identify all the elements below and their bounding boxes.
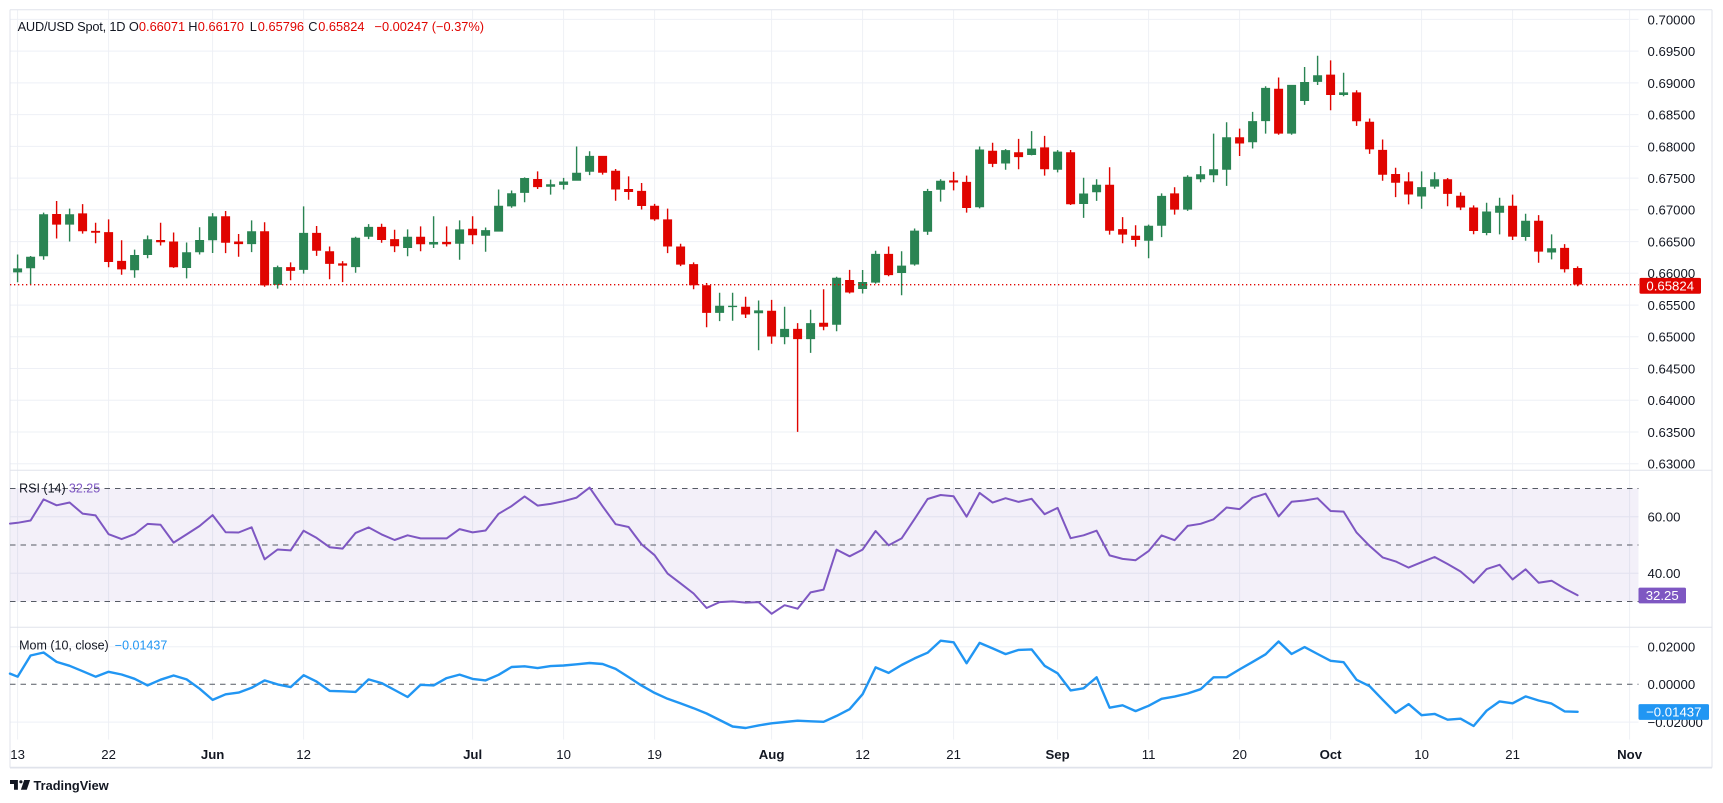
svg-text:0.66071: 0.66071 (139, 19, 185, 34)
svg-text:0.64500: 0.64500 (1648, 361, 1696, 376)
svg-text:0.68500: 0.68500 (1648, 108, 1696, 123)
svg-text:12: 12 (855, 747, 870, 762)
svg-text:32.25: 32.25 (1646, 588, 1679, 603)
svg-text:10: 10 (1414, 747, 1429, 762)
svg-text:0.66500: 0.66500 (1648, 235, 1696, 250)
svg-text:0.65000: 0.65000 (1648, 330, 1696, 345)
svg-text:Nov: Nov (1617, 747, 1643, 762)
svg-text:0.00000: 0.00000 (1648, 677, 1696, 692)
svg-text:Oct: Oct (1320, 747, 1343, 762)
svg-text:0.65824: 0.65824 (318, 19, 364, 34)
svg-text:−0.01437: −0.01437 (1646, 705, 1701, 720)
svg-text:13: 13 (10, 747, 25, 762)
svg-text:−0.00247 (−0.37%): −0.00247 (−0.37%) (375, 19, 485, 34)
svg-text:21: 21 (946, 747, 961, 762)
svg-text:32.25: 32.25 (69, 482, 100, 496)
svg-text:22: 22 (101, 747, 116, 762)
svg-text:−0.01437: −0.01437 (115, 638, 168, 652)
svg-text:0.69000: 0.69000 (1648, 76, 1696, 91)
svg-text:Mom (10, close): Mom (10, close) (19, 638, 109, 652)
svg-text:TradingView: TradingView (34, 778, 109, 793)
svg-text:Sep: Sep (1046, 747, 1070, 762)
svg-text:0.66170: 0.66170 (198, 19, 244, 34)
svg-text:0.65824: 0.65824 (1646, 278, 1694, 293)
svg-text:H: H (188, 19, 197, 34)
svg-text:0.67000: 0.67000 (1648, 203, 1696, 218)
svg-text:L: L (250, 19, 257, 34)
svg-text:60.00: 60.00 (1648, 510, 1681, 525)
svg-text:20: 20 (1232, 747, 1247, 762)
svg-text:0.63000: 0.63000 (1648, 457, 1696, 472)
svg-text:AUD/USD Spot, 1D: AUD/USD Spot, 1D (18, 19, 126, 34)
svg-text:21: 21 (1505, 747, 1520, 762)
svg-text:Jul: Jul (463, 747, 482, 762)
svg-text:40.00: 40.00 (1648, 566, 1681, 581)
svg-text:0.65796: 0.65796 (258, 19, 304, 34)
svg-text:0.63500: 0.63500 (1648, 425, 1696, 440)
svg-text:0.02000: 0.02000 (1648, 640, 1696, 655)
svg-text:0.67500: 0.67500 (1648, 171, 1696, 186)
svg-text:RSI (14): RSI (14) (19, 482, 66, 496)
svg-text:11: 11 (1142, 747, 1156, 762)
svg-text:0.64000: 0.64000 (1648, 393, 1696, 408)
svg-text:10: 10 (556, 747, 571, 762)
svg-text:C: C (308, 19, 317, 34)
svg-text:Aug: Aug (759, 747, 785, 762)
svg-text:0.68000: 0.68000 (1648, 139, 1696, 154)
svg-text:12: 12 (296, 747, 311, 762)
svg-text:0.66000: 0.66000 (1648, 266, 1696, 281)
svg-text:0.65500: 0.65500 (1648, 298, 1696, 313)
svg-text:19: 19 (647, 747, 662, 762)
svg-text:Jun: Jun (201, 747, 224, 762)
svg-text:0.69500: 0.69500 (1648, 44, 1696, 59)
svg-text:O: O (129, 19, 139, 34)
svg-text:0.70000: 0.70000 (1648, 12, 1696, 27)
